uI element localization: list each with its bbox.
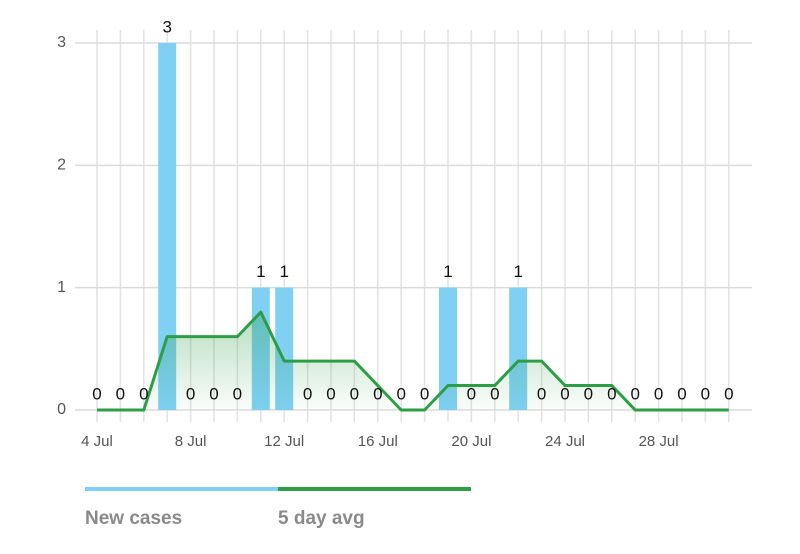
x-tick-label: 28 Jul [639,433,679,450]
legend: New cases 5 day avg [85,487,471,529]
value-label: 1 [279,262,288,281]
bar [439,287,457,410]
value-label: 0 [701,384,710,403]
value-label: 1 [256,262,265,281]
value-label: 0 [537,384,546,403]
value-label: 0 [654,384,663,403]
y-tick-label: 1 [57,279,66,296]
x-tick-label: 4 Jul [81,433,113,450]
value-label: 0 [233,384,242,403]
value-label: 0 [139,384,148,403]
value-label: 0 [396,384,405,403]
value-label: 0 [116,384,125,403]
y-tick-label: 3 [57,34,66,51]
value-label: 0 [186,384,195,403]
x-tick-label: 24 Jul [545,433,585,450]
x-tick-label: 20 Jul [451,433,491,450]
value-label: 0 [467,384,476,403]
marks [97,43,729,412]
value-label: 0 [607,384,616,403]
labels: 4 Jul 8 Jul 12 Jul 16 Jul 20 Jul 24 Jul 28 Jul… [57,17,733,449]
bar [158,43,177,410]
value-label: 0 [92,384,101,403]
value-label: 0 [326,384,335,403]
x-tick-label: 16 Jul [358,433,398,450]
value-label: 0 [724,384,733,403]
value-label: 0 [560,384,569,403]
value-label: 0 [350,384,359,403]
line [97,310,729,412]
value-label: 0 [373,384,382,403]
value-label: 0 [630,384,639,403]
value-label: 0 [677,384,686,403]
legend-label: 5 day avg [278,508,365,529]
value-label: 0 [584,384,593,403]
y-tick-label: 0 [57,401,66,418]
legend-label: New cases [85,508,182,529]
value-label: 0 [209,384,218,403]
value-label: 1 [513,262,522,281]
value-label: 0 [490,384,499,403]
value-label: 0 [303,384,312,403]
value-label: 1 [443,262,452,281]
y-tick-label: 2 [57,157,66,174]
value-label: 0 [420,384,429,403]
value-label: 3 [162,17,171,36]
x-tick-label: 12 Jul [264,433,304,450]
x-tick-label: 8 Jul [175,433,207,450]
